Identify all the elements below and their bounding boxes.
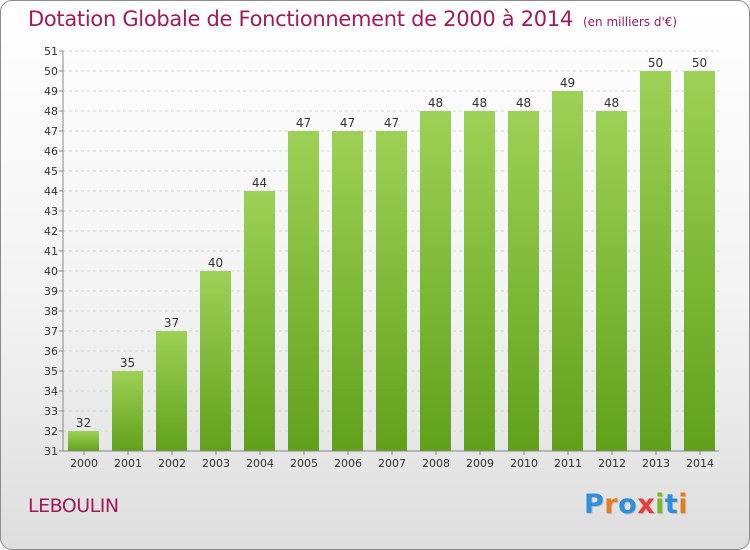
bar-2011	[552, 91, 583, 451]
data-label-2010: 48	[516, 96, 531, 110]
y-tick-label-32: 32	[44, 425, 58, 438]
data-label-2004: 44	[252, 176, 267, 190]
logo-letter: o	[618, 489, 638, 520]
logo-letter: i	[655, 489, 665, 520]
y-axis: 31 32 33 34 35 36 37 38 39 40 41 42 43 44 45 46 47 48 49 50…	[44, 45, 64, 458]
chart-title: Dotation Globale de Fonctionnement de 20…	[28, 7, 677, 31]
chart-subtitle: (en milliers d'€)	[582, 15, 678, 29]
data-label-2007: 47	[384, 116, 399, 130]
bar-2013	[640, 71, 671, 451]
data-label-2014: 50	[692, 56, 707, 70]
bar-2000	[68, 431, 99, 451]
x-tick-label-2010: 2010	[510, 457, 538, 470]
logo-letter: r	[604, 489, 619, 520]
bar-2008	[420, 111, 451, 451]
y-tick-label-49: 49	[44, 85, 58, 98]
y-tick-label-40: 40	[44, 265, 58, 278]
x-tick-label-2004: 2004	[246, 457, 274, 470]
bar-2014	[684, 71, 715, 451]
bar-2007	[376, 131, 407, 451]
y-tick-label-33: 33	[44, 405, 58, 418]
logo-letter: P	[584, 489, 605, 520]
y-tick-label-44: 44	[44, 185, 58, 198]
data-label-2000: 32	[76, 416, 91, 430]
y-tick-label-34: 34	[44, 385, 58, 398]
x-tick-label-2009: 2009	[466, 457, 494, 470]
logo-letter: t	[664, 489, 679, 520]
x-tick-label-2012: 2012	[598, 457, 626, 470]
bar-2009	[464, 111, 495, 451]
y-tick-label-47: 47	[44, 125, 58, 138]
x-tick-label-2011: 2011	[554, 457, 582, 470]
logo-letter: i	[678, 489, 689, 520]
x-tick-label-2003: 2003	[202, 457, 230, 470]
x-tick-label-2007: 2007	[378, 457, 406, 470]
x-tick-label-2006: 2006	[334, 457, 362, 470]
y-tick-label-38: 38	[44, 305, 58, 318]
y-tick-label-37: 37	[44, 325, 58, 338]
bar-2012	[596, 111, 627, 451]
y-tick-label-39: 39	[44, 285, 58, 298]
bar-2006	[332, 131, 363, 451]
bar-2003	[200, 271, 231, 451]
logo-letter: x	[637, 489, 656, 520]
x-tick-label-2000: 2000	[70, 457, 98, 470]
bar-2004	[244, 191, 275, 451]
y-tick-label-42: 42	[44, 225, 58, 238]
data-label-2009: 48	[472, 96, 487, 110]
chart-title-text: Dotation Globale de Fonctionnement de 20…	[28, 7, 573, 31]
data-label-2006: 47	[340, 116, 355, 130]
data-label-2002: 37	[164, 316, 179, 330]
x-tick-label-2013: 2013	[642, 457, 670, 470]
y-tick-label-36: 36	[44, 345, 58, 358]
y-tick-label-48: 48	[44, 105, 58, 118]
x-tick-label-2001: 2001	[114, 457, 142, 470]
y-tick-label-41: 41	[44, 245, 58, 258]
y-tick-label-35: 35	[44, 365, 58, 378]
y-tick-label-46: 46	[44, 145, 58, 158]
x-axis: 2000 2001 2002 2003 2004 2005 2006 2007 2008 2009…	[63, 450, 719, 470]
x-tick-label-2008: 2008	[422, 457, 450, 470]
y-tick-label-43: 43	[44, 205, 58, 218]
bar-2005	[288, 131, 319, 451]
x-tick-label-2005: 2005	[290, 457, 318, 470]
x-tick-label-2014: 2014	[686, 457, 714, 470]
bars: 32 35 37 40 44 47 47 47 48 48 48 49 48 50 50	[68, 56, 715, 451]
data-label-2011: 49	[560, 76, 575, 90]
y-tick-label-31: 31	[44, 445, 58, 458]
data-label-2005: 47	[296, 116, 311, 130]
y-tick-label-51: 51	[44, 45, 58, 58]
data-label-2012: 48	[604, 96, 619, 110]
bar-2001	[112, 371, 143, 451]
data-label-2013: 50	[648, 56, 663, 70]
data-label-2003: 40	[208, 256, 223, 270]
x-tick-label-2002: 2002	[158, 457, 186, 470]
bar-2010	[508, 111, 539, 451]
data-label-2001: 35	[120, 356, 135, 370]
commune-name: LEBOULIN	[28, 495, 119, 517]
y-tick-label-50: 50	[44, 65, 58, 78]
data-label-2008: 48	[428, 96, 443, 110]
y-tick-label-45: 45	[44, 165, 58, 178]
proxiti-logo: Proxiti	[584, 489, 688, 520]
bar-2002	[156, 331, 187, 451]
